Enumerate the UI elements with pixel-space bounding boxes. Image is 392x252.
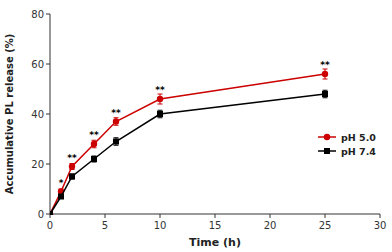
- legend-label: pH 7.4: [341, 146, 376, 157]
- error-cap: [158, 117, 163, 118]
- x-tick-label: 30: [374, 220, 387, 231]
- point: [69, 163, 75, 169]
- error-cap: [323, 79, 328, 80]
- y-tick-label: 0: [38, 209, 44, 220]
- annotation: **: [320, 60, 330, 70]
- point: [157, 96, 163, 102]
- y-tick-label: 40: [31, 109, 44, 120]
- y-tick: [46, 164, 50, 165]
- error-cap: [114, 145, 119, 146]
- point: [113, 139, 119, 145]
- x-tick: [270, 214, 271, 218]
- error-bar: [70, 174, 75, 179]
- x-tick-label: 25: [319, 220, 332, 231]
- y-tick-label: 60: [31, 59, 44, 70]
- error-bar: [323, 90, 328, 98]
- point: [91, 141, 97, 147]
- legend-label: pH 5.0: [341, 132, 376, 143]
- error-bar: [59, 195, 64, 199]
- error-cap: [158, 110, 163, 111]
- legend: pH 5.0 pH 7.4: [318, 132, 376, 157]
- x-tick: [380, 214, 381, 218]
- y-tick: [46, 64, 50, 65]
- series: [50, 90, 328, 215]
- error-bar: [323, 69, 328, 79]
- error-cap: [114, 125, 119, 126]
- x-tick: [215, 214, 216, 218]
- error-cap: [323, 97, 328, 98]
- error-bar: [158, 94, 163, 104]
- y-tick: [46, 14, 50, 15]
- annotation: **: [67, 153, 77, 163]
- series-line: [50, 74, 325, 214]
- error-bar: [158, 110, 163, 118]
- annotation: **: [155, 85, 165, 95]
- x-tick: [105, 214, 106, 218]
- y-tick-label: 20: [31, 159, 44, 170]
- error-cap: [92, 147, 97, 148]
- x-tick-label: 15: [209, 220, 222, 231]
- error-bar: [114, 118, 119, 126]
- point: [69, 174, 75, 180]
- x-tick-label: 10: [154, 220, 167, 231]
- chart: 0 5 10 15 20 25 30 0 20 40 60 80 Time (h) Accumulativ…: [0, 0, 392, 252]
- point: [91, 156, 97, 162]
- x-axis-label: Time (h): [189, 236, 241, 249]
- error-cap: [114, 137, 119, 138]
- x-tick: [325, 214, 326, 218]
- legend-marker: [324, 148, 330, 154]
- plot-area: [50, 69, 328, 215]
- point: [322, 91, 328, 97]
- point: [113, 118, 119, 124]
- error-bar: [92, 156, 97, 162]
- error-cap: [323, 90, 328, 91]
- annotation: **: [89, 130, 99, 140]
- error-bar: [70, 164, 75, 170]
- x-tick-label: 0: [47, 220, 53, 231]
- point: [58, 194, 64, 200]
- series: [50, 69, 328, 215]
- y-tick: [46, 114, 50, 115]
- error-cap: [158, 104, 163, 105]
- x-tick: [160, 214, 161, 218]
- point: [50, 211, 53, 215]
- y-tick-label: 80: [31, 9, 44, 20]
- error-bar: [92, 140, 97, 148]
- x-tick-label: 20: [264, 220, 277, 231]
- y-tick: [46, 214, 50, 215]
- legend-marker: [324, 134, 330, 140]
- x-tick-label: 5: [102, 220, 108, 231]
- y-axis-label: Accumulative PL release (%): [4, 34, 15, 195]
- annotation: **: [111, 108, 121, 118]
- annotation: *: [59, 178, 64, 188]
- error-bar: [114, 138, 119, 146]
- point: [322, 71, 328, 77]
- point: [157, 111, 163, 117]
- point: [50, 211, 53, 215]
- series-line: [50, 94, 325, 214]
